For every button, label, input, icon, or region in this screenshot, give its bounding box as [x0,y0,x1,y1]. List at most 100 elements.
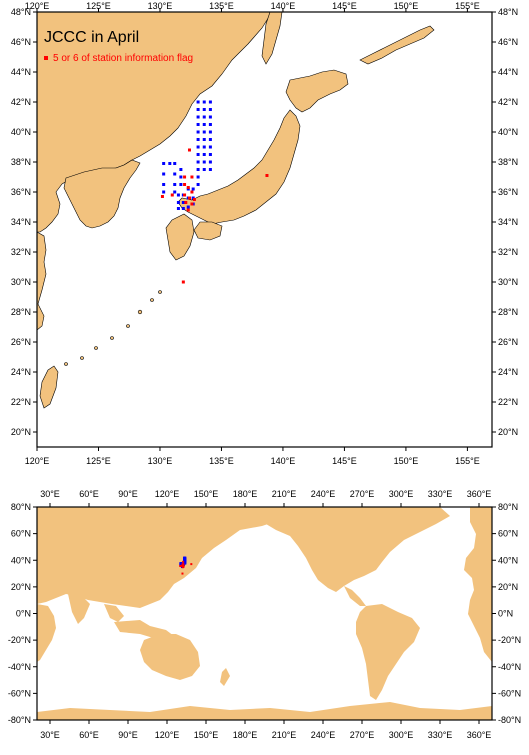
station-point [208,153,212,156]
flagged-station-point [181,566,184,569]
bottom-lon-label-top: 270°E [350,489,375,499]
top-lat-label-left: 20°N [11,427,31,437]
bottom-lon-label-bottom: 30°E [40,730,60,740]
station-point [202,153,206,156]
legend-marker [44,56,48,60]
top-lon-label-bottom: 135°E [209,456,234,466]
top-lat-label-right: 30°N [498,277,518,287]
top-lat-label-left: 36°N [11,187,31,197]
top-lat-label-right: 40°N [498,127,518,137]
station-point [162,190,166,194]
china-coast [37,231,47,331]
top-lat-label-right: 48°N [498,7,518,17]
flagged-station-point [183,183,187,186]
top-lon-label-bottom: 145°E [332,456,357,466]
bottom-lat-label-left: -60°N [8,688,31,698]
station-point [173,190,177,194]
top-lat-label-right: 22°N [498,397,518,407]
bottom-lon-label-bottom: 60°E [79,730,99,740]
top-lon-label-top: 125°E [86,1,111,11]
top-lon-label-top: 155°E [455,1,480,11]
bottom-lon-label-top: 330°E [428,489,453,499]
bottom-map-stations [179,556,193,575]
station-point [173,172,177,176]
station-point [162,172,166,176]
flagged-station-point [190,175,194,179]
indonesia [104,604,174,640]
hokkaido [285,69,349,113]
sakhalin [261,12,283,65]
bottom-lon-label-top: 90°E [118,489,138,499]
bottom-lat-label-right: -40°N [498,662,521,672]
top-lat-label-left: 44°N [11,67,31,77]
station-point [196,108,200,111]
station-point [202,123,206,126]
flagged-station-point [160,195,164,198]
bottom-lon-label-top: 360°E [467,489,492,499]
top-lat-label-right: 24°N [498,367,518,377]
top-lon-label-bottom: 150°E [394,456,419,466]
bottom-lon-label-bottom: 90°E [118,730,138,740]
flagged-station-point [186,186,190,189]
top-lon-label-bottom: 120°E [25,456,50,466]
top-lat-label-left: 26°N [11,337,31,347]
station-point [186,205,190,209]
station-point [181,201,185,204]
top-lon-label-bottom: 140°E [271,456,296,466]
station-point [202,108,206,111]
station-point [202,115,206,119]
flagged-station-point [181,572,184,575]
station-point [162,162,166,165]
bottom-lat-label-right: 20°N [498,582,518,592]
top-lat-label-right: 38°N [498,157,518,167]
shikoku [193,221,223,241]
top-lat-label-right: 32°N [498,247,518,257]
top-lat-label-right: 34°N [498,217,518,227]
top-lon-label-bottom: 155°E [455,456,480,466]
station-point [208,115,212,119]
station-point [191,187,195,191]
station-point [202,168,206,171]
station-point [208,100,212,104]
top-lat-label-right: 46°N [498,37,518,47]
bottom-lon-label-bottom: 270°E [350,730,375,740]
station-point [173,183,177,186]
top-lat-label-left: 48°N [11,7,31,17]
central-america [344,586,366,606]
taiwan [39,365,59,409]
bottom-lat-label-left: -20°N [8,635,31,645]
kyushu [165,213,195,261]
flagged-station-point [190,190,194,194]
top-lat-label-right: 28°N [498,307,518,317]
top-lon-label-top: 145°E [332,1,357,11]
bottom-lon-label-bottom: 360°E [467,730,492,740]
bottom-lat-label-left: -40°N [8,662,31,672]
africa [37,604,56,662]
bottom-lon-label-top: 30°E [40,489,60,499]
flagged-station-point [170,193,174,197]
station-point [196,130,200,134]
station-point [173,162,177,165]
bottom-lat-label-left: 20°N [11,582,31,592]
station-point [179,175,183,179]
top-lon-label-bottom: 130°E [148,456,173,466]
flagged-station-point [183,193,187,197]
flagged-station-point [186,208,190,212]
flagged-station-point [183,175,187,179]
station-point [196,100,200,104]
station-point [196,145,200,149]
honshu [177,109,301,225]
station-point [208,160,212,164]
bottom-map-land [37,507,492,720]
top-lat-label-left: 30°N [11,277,31,287]
bottom-lon-label-top: 60°E [79,489,99,499]
flagged-station-point [182,560,185,563]
bottom-lon-label-top: 240°E [311,489,336,499]
bottom-lon-label-bottom: 330°E [428,730,453,740]
bottom-lat-label-left: 0°N [16,609,31,619]
new-zealand [220,668,230,686]
station-point [176,193,180,197]
bottom-lat-label-left: 40°N [11,555,31,565]
antarctica [37,702,492,720]
